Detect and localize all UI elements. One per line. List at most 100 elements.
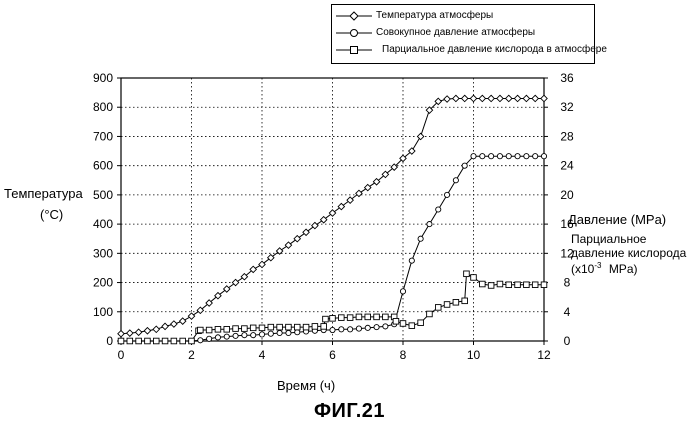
data-point-square [471,275,477,281]
data-point-circle [383,324,388,329]
data-point-square [541,282,547,288]
data-point-square [383,314,389,320]
y-left-tick-label: 700 [93,129,113,143]
legend-item-temperature: Температура атмосферы [332,9,594,23]
data-point-square [145,338,151,344]
data-point-diamond [285,242,291,248]
y-left-tick-label: 800 [93,100,113,114]
data-point-square [480,281,486,287]
legend-marker-square [336,43,372,57]
data-point-square [453,299,459,305]
data-point-circle [436,207,441,212]
data-point-diamond [144,328,150,334]
data-point-square [136,338,142,344]
data-point-square [198,327,204,333]
data-point-circle [339,327,344,332]
data-point-square [524,282,530,288]
data-point-circle [295,330,300,335]
data-point-square [189,338,195,344]
data-point-square [127,338,133,344]
y-right-tick-label: 36 [560,71,574,85]
y-right-tick-label: 32 [560,100,574,114]
legend: Температура атмосферы Совокупное давлени… [331,4,595,64]
data-point-circle [400,289,405,294]
data-point-circle [251,333,256,338]
data-point-diamond [171,321,177,327]
data-point-circle [444,192,449,197]
data-point-diamond [127,330,133,336]
y-left-tick-label: 600 [93,159,113,173]
data-point-square [259,325,265,331]
data-point-square [180,338,186,344]
data-point-square [250,325,256,331]
data-point-circle [489,154,494,159]
data-point-square [303,324,309,330]
data-point-circle [207,336,212,341]
data-point-diamond [453,95,459,101]
x-tick-label: 12 [537,348,551,362]
y-left-tick-label: 0 [106,334,113,348]
data-point-square [277,324,283,330]
data-point-square [224,327,230,333]
data-point-square [462,298,468,304]
data-point-circle [356,326,361,331]
y-left-unit: (°C) [40,207,63,222]
data-point-square [312,324,318,330]
y-right-tick-label: 8 [564,276,571,290]
y-right-partial-label-3: (x10-3 MPa) [571,261,637,276]
data-point-circle [215,335,220,340]
legend-label-oxygen-partial: Парциальное давление кислорода в атмосфе… [382,43,607,57]
legend-item-oxygen-partial: Парциальное давление кислорода в атмосфе… [332,43,594,57]
data-point-circle [233,333,238,338]
data-point-circle [427,222,432,227]
data-point-diamond [532,95,538,101]
data-point-circle [330,327,335,332]
y-left-tick-label: 900 [93,71,113,85]
data-point-diamond [506,95,512,101]
data-point-circle [268,331,273,336]
data-point-square [347,315,353,321]
data-point-square [268,324,274,330]
data-point-circle [515,154,520,159]
data-point-square [427,311,433,317]
y-right-pressure-label: Давление (MPa) [568,212,666,227]
data-point-diamond [153,326,159,332]
data-point-square [418,320,424,326]
data-point-square [286,324,292,330]
data-point-square [400,321,406,327]
data-point-circle [462,163,467,168]
data-point-square [153,338,159,344]
data-point-diamond [417,133,423,139]
y-left-tick-label: 100 [93,305,113,319]
data-point-circle [497,154,502,159]
legend-item-total-pressure: Совокупное давление атмосферы [332,26,594,40]
y-left-tick-label: 200 [93,276,113,290]
data-point-diamond [365,184,371,190]
data-point-diamond [479,95,485,101]
data-point-square [294,324,300,330]
partial-unit-prefix: (x10 [571,262,594,276]
data-point-diamond [514,95,520,101]
data-point-diamond [179,318,185,324]
data-point-circle [533,154,538,159]
data-point-diamond [497,95,503,101]
data-point-square [171,338,177,344]
data-point-circle [224,334,229,339]
data-point-square [532,282,538,288]
x-axis-label: Время (ч) [277,378,335,393]
data-point-circle [471,154,476,159]
series-line [121,156,544,341]
data-point-circle [365,325,370,330]
y-right-tick-label: 20 [560,188,574,202]
data-point-square [488,283,494,289]
data-point-square [162,338,168,344]
data-point-diamond [444,96,450,102]
y-right-tick-label: 4 [564,305,571,319]
data-point-square [215,327,221,333]
data-point-square [393,318,399,324]
data-point-circle [480,154,485,159]
data-point-square [515,282,521,288]
x-tick-label: 2 [188,348,195,362]
data-point-circle [286,330,291,335]
data-point-square [330,316,336,322]
